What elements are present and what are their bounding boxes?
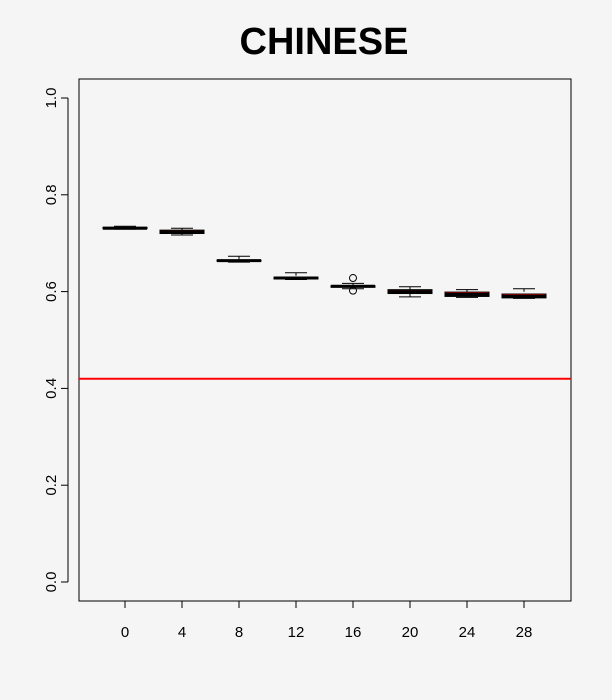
y-tick-label: 0.0: [43, 572, 60, 593]
y-tick-label: 1.0: [43, 88, 60, 109]
x-tick-label: 8: [235, 624, 243, 641]
box-0: [102, 225, 148, 230]
x-tick-label: 24: [459, 624, 476, 641]
y-axis: 0.0 0.2 0.4 0.6 0.8 1.0: [43, 88, 69, 593]
box-8: [216, 255, 262, 263]
x-tick-label: 0: [121, 624, 129, 641]
box-4: [159, 227, 205, 236]
plot-area-frame: [78, 78, 572, 602]
y-tick-label: 0.6: [43, 281, 60, 302]
outlier-point: [349, 274, 357, 283]
chart-title: CHINESE: [240, 21, 409, 63]
x-tick-label: 20: [402, 624, 419, 641]
box-28: [501, 288, 547, 299]
y-tick-label: 0.4: [43, 378, 60, 399]
box-20: [387, 286, 433, 298]
y-tick-label: 0.8: [43, 184, 60, 205]
outlier-point: [349, 286, 357, 295]
box-24: [444, 289, 490, 298]
box-12: [273, 272, 319, 280]
x-tick-label: 12: [288, 624, 305, 641]
box-series: [102, 225, 547, 299]
box-16: [330, 274, 376, 295]
x-tick-label: 28: [516, 624, 533, 641]
x-tick-label: 4: [178, 624, 186, 641]
y-tick-label: 0.2: [43, 475, 60, 496]
x-axis: 0 4 8 12 16 20 24 28: [121, 600, 533, 641]
x-tick-label: 16: [345, 624, 362, 641]
